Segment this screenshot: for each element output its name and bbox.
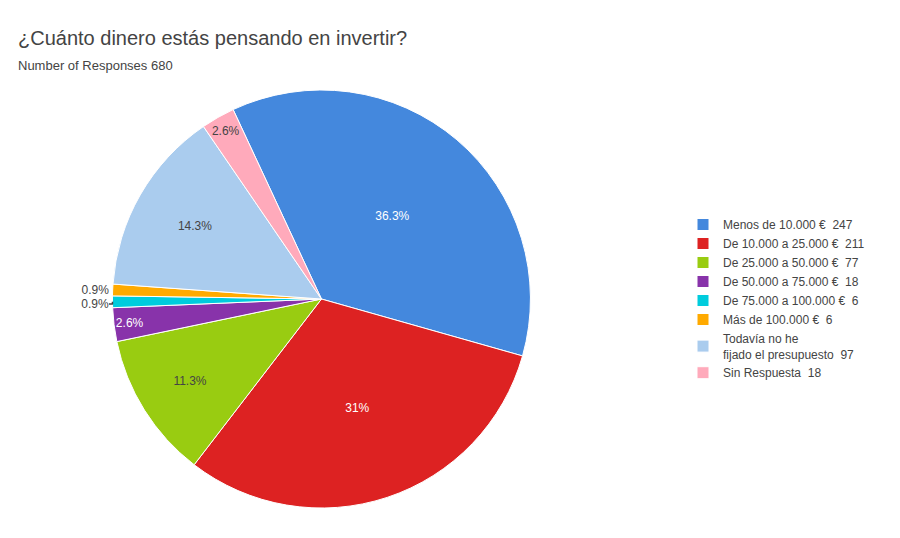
- svg-text:14.3%: 14.3%: [178, 219, 212, 233]
- svg-text:31%: 31%: [345, 401, 369, 415]
- svg-text:11.3%: 11.3%: [173, 374, 206, 388]
- svg-text:¿Cuánto dinero estás pensando: ¿Cuánto dinero estás pensando en inverti…: [18, 27, 407, 49]
- svg-text:0.9%: 0.9%: [81, 283, 109, 297]
- svg-text:De 75.000 a 100.000 € 6: De 75.000 a 100.000 € 6: [723, 294, 859, 308]
- svg-text:Más de 100.000 € 6: Más de 100.000 € 6: [723, 313, 833, 327]
- svg-text:Number of Responses 680: Number of Responses 680: [18, 58, 173, 73]
- svg-text:0.9%: 0.9%: [81, 297, 109, 311]
- svg-text:2.6%: 2.6%: [212, 124, 240, 138]
- svg-text:De 25.000 a 50.000 € 77: De 25.000 a 50.000 € 77: [723, 256, 859, 270]
- svg-text:36.3%: 36.3%: [375, 209, 409, 223]
- svg-text:De 10.000 a 25.000 € 211: De 10.000 a 25.000 € 211: [723, 237, 865, 251]
- svg-text:Menos de 10.000 € 247: Menos de 10.000 € 247: [723, 218, 853, 232]
- svg-text:Sin Respuesta 18: Sin Respuesta 18: [723, 366, 821, 380]
- svg-text:De 50.000 a 75.000 € 18: De 50.000 a 75.000 € 18: [723, 275, 859, 289]
- svg-text:2.6%: 2.6%: [116, 316, 144, 330]
- svg-text:Todavía no hefijado el presupu: Todavía no hefijado el presupuesto 97: [723, 332, 854, 362]
